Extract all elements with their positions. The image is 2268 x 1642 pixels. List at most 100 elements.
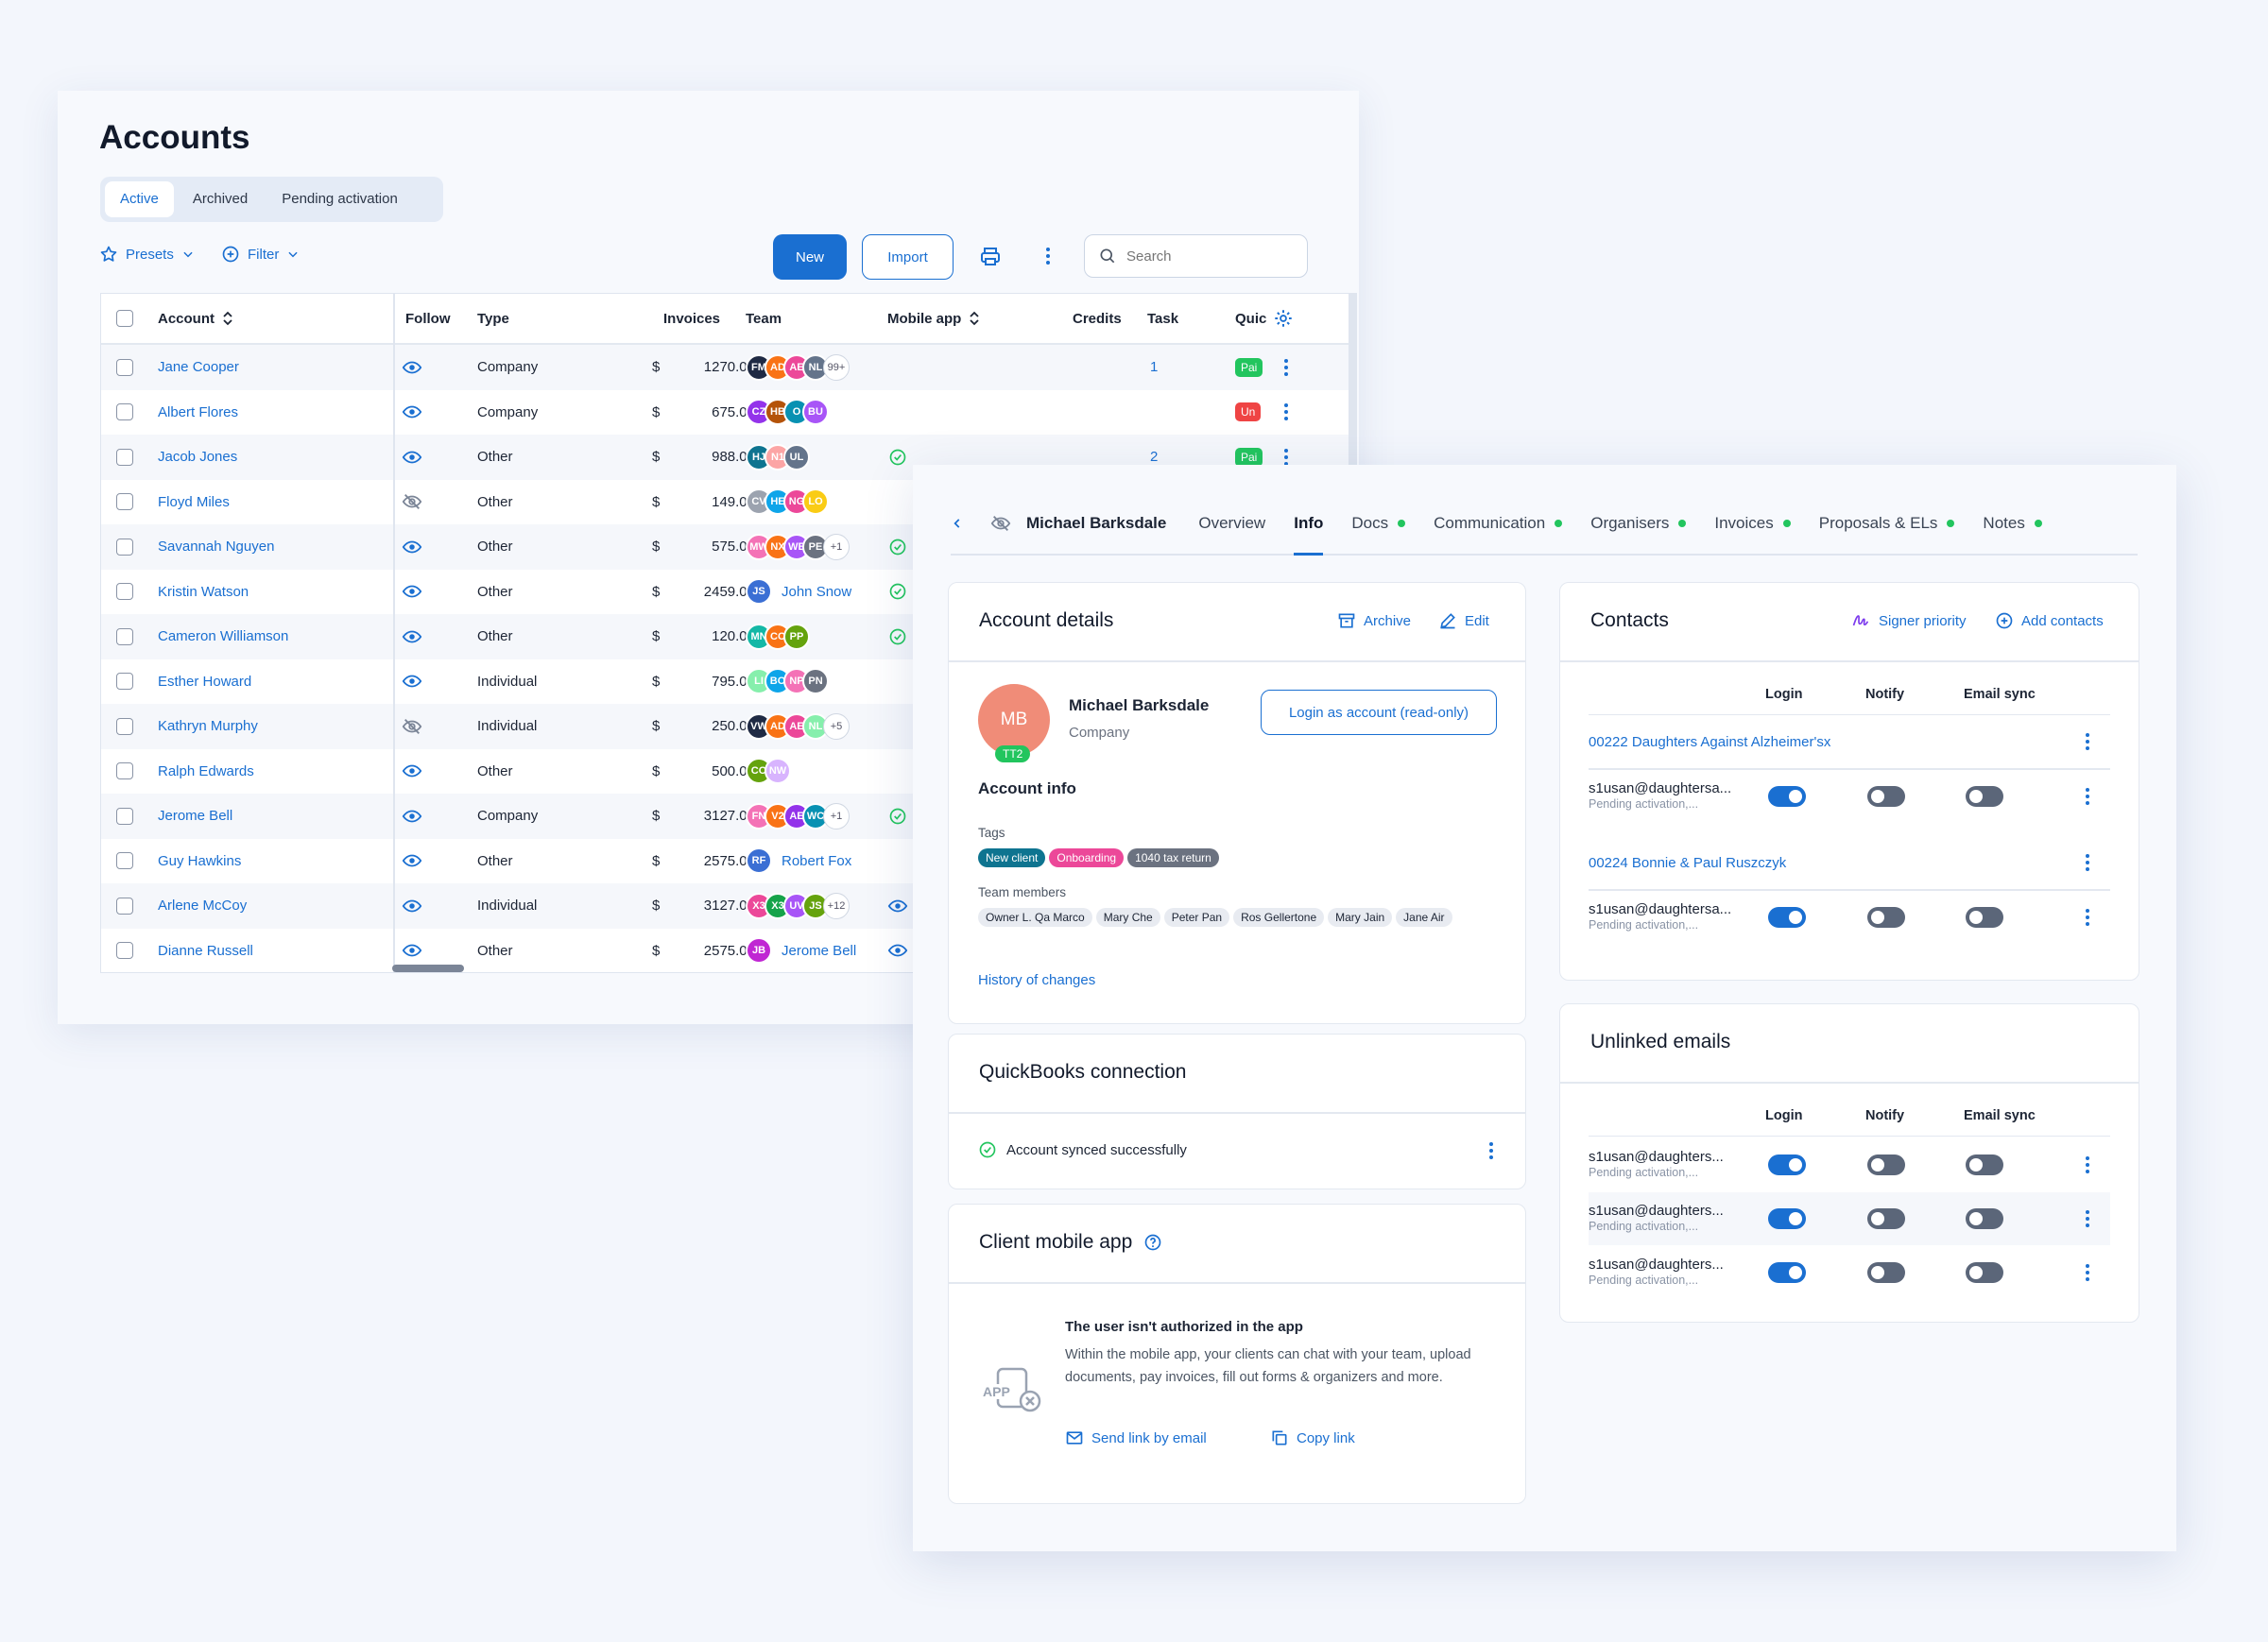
login-toggle[interactable] <box>1768 1262 1806 1283</box>
eye-icon[interactable] <box>402 883 422 929</box>
team-avatars[interactable]: X3 X3 UV JS +12 <box>746 883 850 929</box>
col-credits[interactable]: Credits <box>1073 310 1122 327</box>
contact-more-icon[interactable] <box>2086 1264 2089 1281</box>
eye-icon[interactable] <box>402 839 422 884</box>
account-name-link[interactable]: Jacob Jones <box>158 449 238 466</box>
team-avatars[interactable]: MW NX WE PE +1 <box>746 524 850 570</box>
col-task[interactable]: Task <box>1147 310 1179 327</box>
table-row[interactable]: Floyd Miles Other $149.00 CV HE NG LO <box>101 480 1356 525</box>
print-icon[interactable] <box>979 246 1002 272</box>
login-as-account-button[interactable]: Login as account (read-only) <box>1261 690 1497 735</box>
notify-toggle[interactable] <box>1867 1155 1905 1175</box>
follow-toggle-icon[interactable] <box>990 493 1011 554</box>
tab-pending-activation[interactable]: Pending activation <box>282 191 398 207</box>
login-toggle[interactable] <box>1768 1155 1806 1175</box>
eye-icon[interactable] <box>402 570 422 615</box>
account-name-link[interactable]: Guy Hawkins <box>158 852 242 869</box>
help-icon[interactable] <box>1143 1233 1162 1252</box>
row-checkbox[interactable] <box>116 673 133 691</box>
col-type[interactable]: Type <box>477 310 509 327</box>
tab-active[interactable]: Active <box>105 181 174 217</box>
table-row[interactable]: Kristin Watson Other $2459.00 JS John Snow <box>101 570 1356 615</box>
notify-toggle[interactable] <box>1867 1208 1905 1229</box>
account-name-link[interactable]: Esther Howard <box>158 673 252 690</box>
table-row[interactable]: Jacob Jones Other $988.00 HJ N1 UL 2 Pai <box>101 435 1356 480</box>
contact-more-icon[interactable] <box>2086 909 2089 926</box>
contact-email[interactable]: s1usan@daughtersa... Pending activation,.… <box>1589 780 1732 811</box>
col-invoices[interactable]: Invoices <box>663 310 721 327</box>
col-account[interactable]: Account <box>158 294 233 343</box>
tab-invoices[interactable]: Invoices <box>1714 493 1791 554</box>
email-sync-toggle[interactable] <box>1966 786 2003 807</box>
eye-icon[interactable] <box>402 524 422 570</box>
table-row[interactable]: Albert Flores Company $675.00 CZ HB O BU Un <box>101 390 1356 436</box>
history-link[interactable]: History of changes <box>978 972 1096 988</box>
row-checkbox[interactable] <box>116 538 133 556</box>
team-avatars[interactable]: CV HE NG LO <box>746 480 829 525</box>
team-avatars[interactable]: CZ HB O BU <box>746 390 829 436</box>
tab-archived[interactable]: Archived <box>192 191 249 207</box>
email-sync-toggle[interactable] <box>1966 1155 2003 1175</box>
col-follow[interactable]: Follow <box>405 310 451 327</box>
row-checkbox[interactable] <box>116 762 133 780</box>
contact-email[interactable]: s1usan@daughters... Pending activation,..… <box>1589 1203 1724 1233</box>
row-more-icon[interactable] <box>1284 448 1288 466</box>
email-sync-toggle[interactable] <box>1966 907 2003 928</box>
account-name-link[interactable]: Cameron Williamson <box>158 628 289 645</box>
archive-button[interactable]: Archive <box>1337 611 1411 630</box>
new-button[interactable]: New <box>773 234 847 280</box>
account-name-link[interactable]: Dianne Russell <box>158 942 253 959</box>
row-checkbox[interactable] <box>116 627 133 645</box>
copy-link-button[interactable]: Copy link <box>1270 1428 1355 1447</box>
tab-overview[interactable]: Overview <box>1198 514 1266 532</box>
notify-toggle[interactable] <box>1867 907 1905 928</box>
row-checkbox[interactable] <box>116 852 133 870</box>
row-checkbox[interactable] <box>116 493 133 511</box>
account-name-link[interactable]: Ralph Edwards <box>158 762 254 779</box>
edit-button[interactable]: Edit <box>1438 611 1489 630</box>
account-name-link[interactable]: Arlene McCoy <box>158 898 248 915</box>
eye-off-icon[interactable] <box>402 480 422 525</box>
table-row[interactable]: Esther Howard Individual $795.00 LI BO NP PN <box>101 659 1356 705</box>
table-row[interactable]: Jane Cooper Company $1270.00 FM AD AE NL 99+ 1 Pa… <box>101 345 1356 390</box>
more-options-icon[interactable] <box>1046 248 1050 265</box>
team-avatars[interactable]: VW AD AE NL +5 <box>746 704 850 749</box>
account-name-link[interactable]: Jerome Bell <box>158 808 233 825</box>
row-checkbox[interactable] <box>116 717 133 735</box>
team-avatars[interactable]: HJ N1 UL <box>746 435 810 480</box>
contact-email[interactable]: s1usan@daughters... Pending activation,..… <box>1589 1149 1724 1179</box>
login-toggle[interactable] <box>1768 1208 1806 1229</box>
row-checkbox[interactable] <box>116 897 133 915</box>
eye-icon[interactable] <box>402 614 422 659</box>
account-name-link[interactable]: Kathryn Murphy <box>158 718 258 735</box>
row-checkbox[interactable] <box>116 583 133 601</box>
notify-toggle[interactable] <box>1867 1262 1905 1283</box>
tab-info[interactable]: Info <box>1294 493 1324 556</box>
send-link-button[interactable]: Send link by email <box>1065 1428 1207 1447</box>
account-name-link[interactable]: Jane Cooper <box>158 359 239 376</box>
quickbooks-more-icon[interactable] <box>1489 1142 1493 1159</box>
eye-icon[interactable] <box>887 883 908 929</box>
contact-more-icon[interactable] <box>2086 1156 2089 1173</box>
account-name-link[interactable]: Floyd Miles <box>158 493 230 510</box>
import-button[interactable]: Import <box>862 234 954 280</box>
eye-icon[interactable] <box>402 659 422 705</box>
team-avatars[interactable]: FM AD AE NL 99+ <box>746 345 850 390</box>
eye-icon[interactable] <box>887 929 908 973</box>
select-all-checkbox[interactable] <box>116 310 133 327</box>
filter-dropdown[interactable]: Filter <box>221 245 300 264</box>
row-checkbox[interactable] <box>116 942 133 960</box>
eye-icon[interactable] <box>402 929 422 973</box>
team-avatars[interactable]: JB Jerome Bell <box>746 929 856 973</box>
notify-toggle[interactable] <box>1867 786 1905 807</box>
table-row[interactable]: Ralph Edwards Other $500.00 CO NW <box>101 749 1356 795</box>
tab-notes[interactable]: Notes <box>1983 493 2042 554</box>
more-members-count[interactable]: +1 <box>823 533 850 560</box>
contact-more-icon[interactable] <box>2086 1210 2089 1227</box>
login-toggle[interactable] <box>1768 907 1806 928</box>
tab-organisers[interactable]: Organisers <box>1590 493 1687 554</box>
account-name-link[interactable]: Kristin Watson <box>158 583 249 600</box>
contact-more-icon[interactable] <box>2086 788 2089 805</box>
group-more-icon[interactable] <box>2086 733 2089 750</box>
contact-group-link[interactable]: 00224 Bonnie & Paul Ruszczyk <box>1589 854 1787 871</box>
